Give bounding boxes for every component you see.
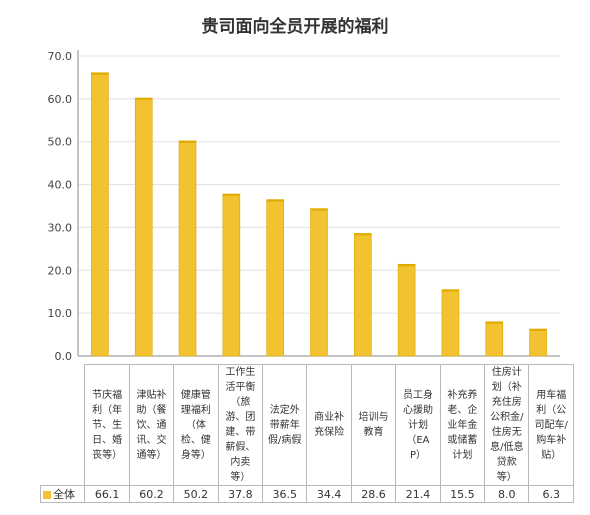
bar (354, 233, 372, 357)
y-tick-label: 10.0 (48, 307, 73, 320)
y-tick-label: 40.0 (48, 179, 73, 192)
value-cell: 34.4 (306, 485, 352, 503)
bar (441, 289, 460, 357)
bar-top-edge (179, 140, 197, 143)
bar (178, 140, 197, 357)
category-label: 法定外带薪年假/病假 (268, 404, 302, 446)
bar (397, 263, 416, 357)
category-cell: 住房计划（补充住房公积金/住房无息/低息贷款等） (484, 364, 530, 486)
y-tick-label: 30.0 (48, 221, 73, 234)
bar-top-edge (398, 264, 416, 267)
category-cell: 用车福利（公司配车/购车补贴） (528, 364, 574, 486)
category-cell: 商业补充保险 (306, 364, 352, 486)
data-table: 节庆福利（年节、生日、婚丧等） 津贴补助（餐饮、通讯、交通等） 健康管理福利（体检、… (39, 364, 574, 503)
value-cell: 36.5 (262, 485, 308, 503)
bar-chart-plot: 0.0 10.0 20.0 30.0 40.0 50.0 60.0 70.0 (48, 50, 560, 363)
bar (266, 199, 284, 357)
bar-top-edge (310, 208, 328, 211)
category-cell: 补充养老、企业年金或储蓄计划 (439, 364, 486, 486)
bar (310, 208, 328, 357)
category-label: 节庆福利（年节、生日、婚丧等） (92, 389, 123, 461)
category-label: 培训与教育 (358, 412, 389, 438)
value-cell: 37.8 (217, 485, 264, 503)
value-cell: 28.6 (350, 485, 397, 503)
category-label: 工作生活平衡（旅游、团建、带薪假、内卖等） (225, 367, 256, 483)
category-cell: 健康管理福利（体检、健身等） (173, 364, 219, 486)
bar-top-edge (485, 321, 503, 324)
category-cell: 培训与教育 (350, 364, 397, 486)
category-cell: 工作生活平衡（旅游、团建、带薪假、内卖等） (217, 364, 264, 486)
table-corner (40, 364, 86, 486)
category-label: 住房计划（补充住房公积金/住房无息/低息贷款等） (490, 367, 524, 483)
bar-top-edge (91, 72, 109, 75)
category-cell: 津贴补助（餐饮、通讯、交通等） (128, 364, 175, 486)
bar (134, 97, 153, 357)
legend-cell: 全体 (39, 485, 86, 503)
category-label: 补充养老、企业年金或储蓄计划 (447, 389, 478, 461)
category-cell: 员工身心援助计划（EAP） (395, 364, 441, 486)
y-tick-label: 20.0 (48, 264, 73, 277)
legend-swatch (43, 491, 51, 499)
bar (91, 72, 109, 357)
category-row: 节庆福利（年节、生日、婚丧等） 津贴补助（餐饮、通讯、交通等） 健康管理福利（体检、… (40, 364, 574, 486)
y-tick-label: 50.0 (48, 136, 73, 149)
value-cell: 60.2 (128, 485, 175, 503)
value-cell: 66.1 (84, 485, 130, 503)
bar-top-edge (266, 199, 284, 202)
value-cell: 6.3 (528, 485, 574, 503)
category-label: 健康管理福利（体检、健身等） (180, 389, 211, 461)
bar-top-edge (135, 98, 153, 100)
y-tick-label: 60.0 (48, 93, 73, 106)
bar (485, 321, 504, 357)
bar (529, 328, 547, 357)
legend-series-name: 全体 (53, 488, 75, 501)
value-row: 全体 66.1 60.2 50.2 37.8 36.5 34.4 28.6 21.4 15.5 8… (39, 485, 574, 503)
value-cell: 8.0 (484, 485, 530, 503)
value-cell: 15.5 (439, 485, 486, 503)
bar-top-edge (441, 289, 459, 292)
bar-top-edge (529, 329, 547, 331)
chart-title: 贵司面向全员开展的福利 (201, 17, 389, 37)
y-tick-label: 0.0 (55, 350, 73, 363)
category-label: 员工身心援助计划（EAP） (402, 389, 433, 461)
category-cell: 节庆福利（年节、生日、婚丧等） (84, 364, 130, 486)
bar (222, 193, 241, 357)
value-cell: 21.4 (395, 485, 441, 503)
category-label: 商业补充保险 (314, 412, 345, 438)
bar-top-edge (222, 194, 240, 196)
bar-top-edge (354, 233, 372, 236)
value-cell: 50.2 (173, 485, 219, 503)
category-label: 津贴补助（餐饮、通讯、交通等） (136, 389, 167, 461)
category-label: 用车福利（公司配车/购车补贴） (534, 389, 568, 461)
y-tick-label: 70.0 (48, 50, 73, 63)
category-cell: 法定外带薪年假/病假 (262, 364, 308, 486)
